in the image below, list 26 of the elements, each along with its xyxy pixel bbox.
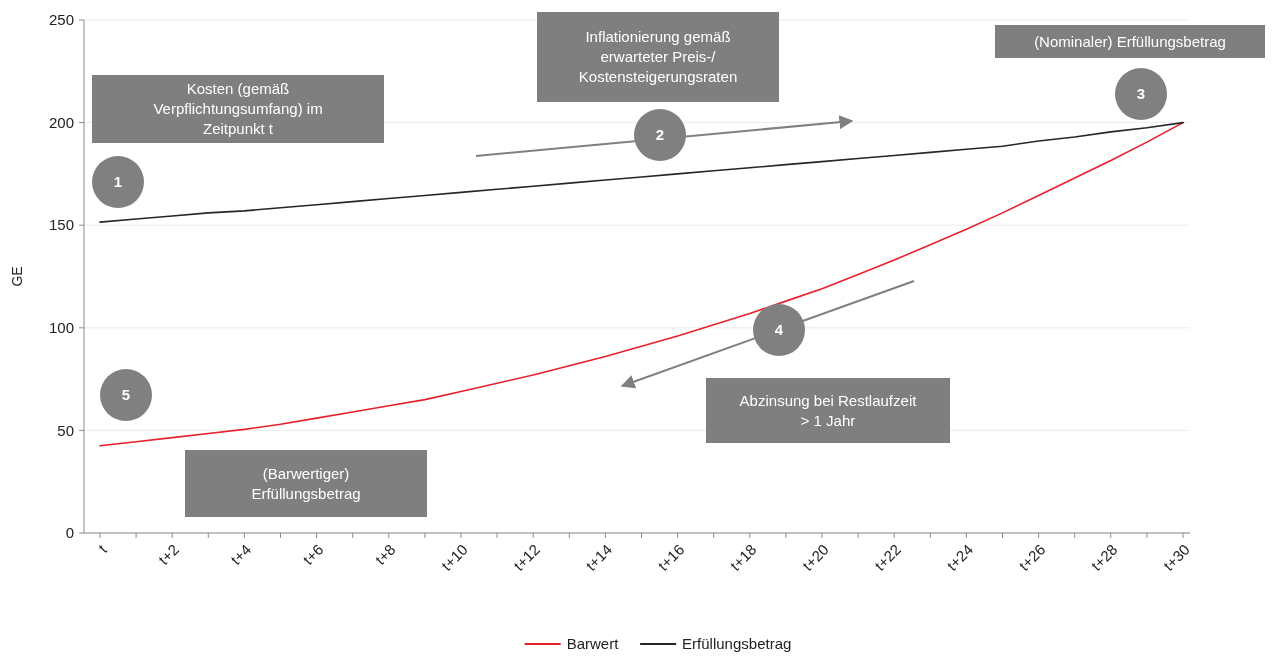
y-tick-label: 150 (48, 216, 74, 234)
line-series (99, 121, 1184, 447)
x-tick-label: t (94, 540, 111, 556)
y-tick-label: 0 (65, 524, 74, 542)
annotation: 5 (121, 386, 131, 404)
annotation: (Nominaler) Erfüllungsbetrag (1034, 32, 1226, 50)
annotation: 4 (774, 321, 784, 339)
x-tick-label: t+8 (371, 540, 399, 568)
legend-label: Barwert (566, 635, 620, 652)
y-tick-label: 250 (48, 11, 74, 29)
line-series (99, 121, 1184, 223)
x-tick-label: t+4 (227, 540, 255, 568)
y-tick-label: 100 (48, 319, 74, 337)
y-tick-label: 200 (48, 113, 74, 131)
annotation: Abzinsung bei Restlaufzeit > 1 Jahr (739, 391, 918, 429)
y-tick-label: 50 (57, 421, 74, 439)
annotation: 3 (1136, 85, 1146, 103)
annotation: 1 (113, 173, 123, 191)
x-tick-label: t+6 (299, 540, 327, 568)
annotation: 2 (655, 126, 665, 144)
y-axis-title: GE (9, 266, 25, 287)
x-tick-label: t+2 (154, 540, 183, 568)
annotation: Inflationierung gemäß erwarteter Preis-/Kostensteigerungsraten (578, 28, 738, 86)
annotation: Kosten (gemäß Verpflichtungsumfang) im Zeitpunkt t (153, 80, 323, 138)
annotation: (Barwertiger) Erfüllungsbetrag (251, 464, 361, 502)
legend-label: Erfüllungsbetrag (682, 635, 792, 652)
